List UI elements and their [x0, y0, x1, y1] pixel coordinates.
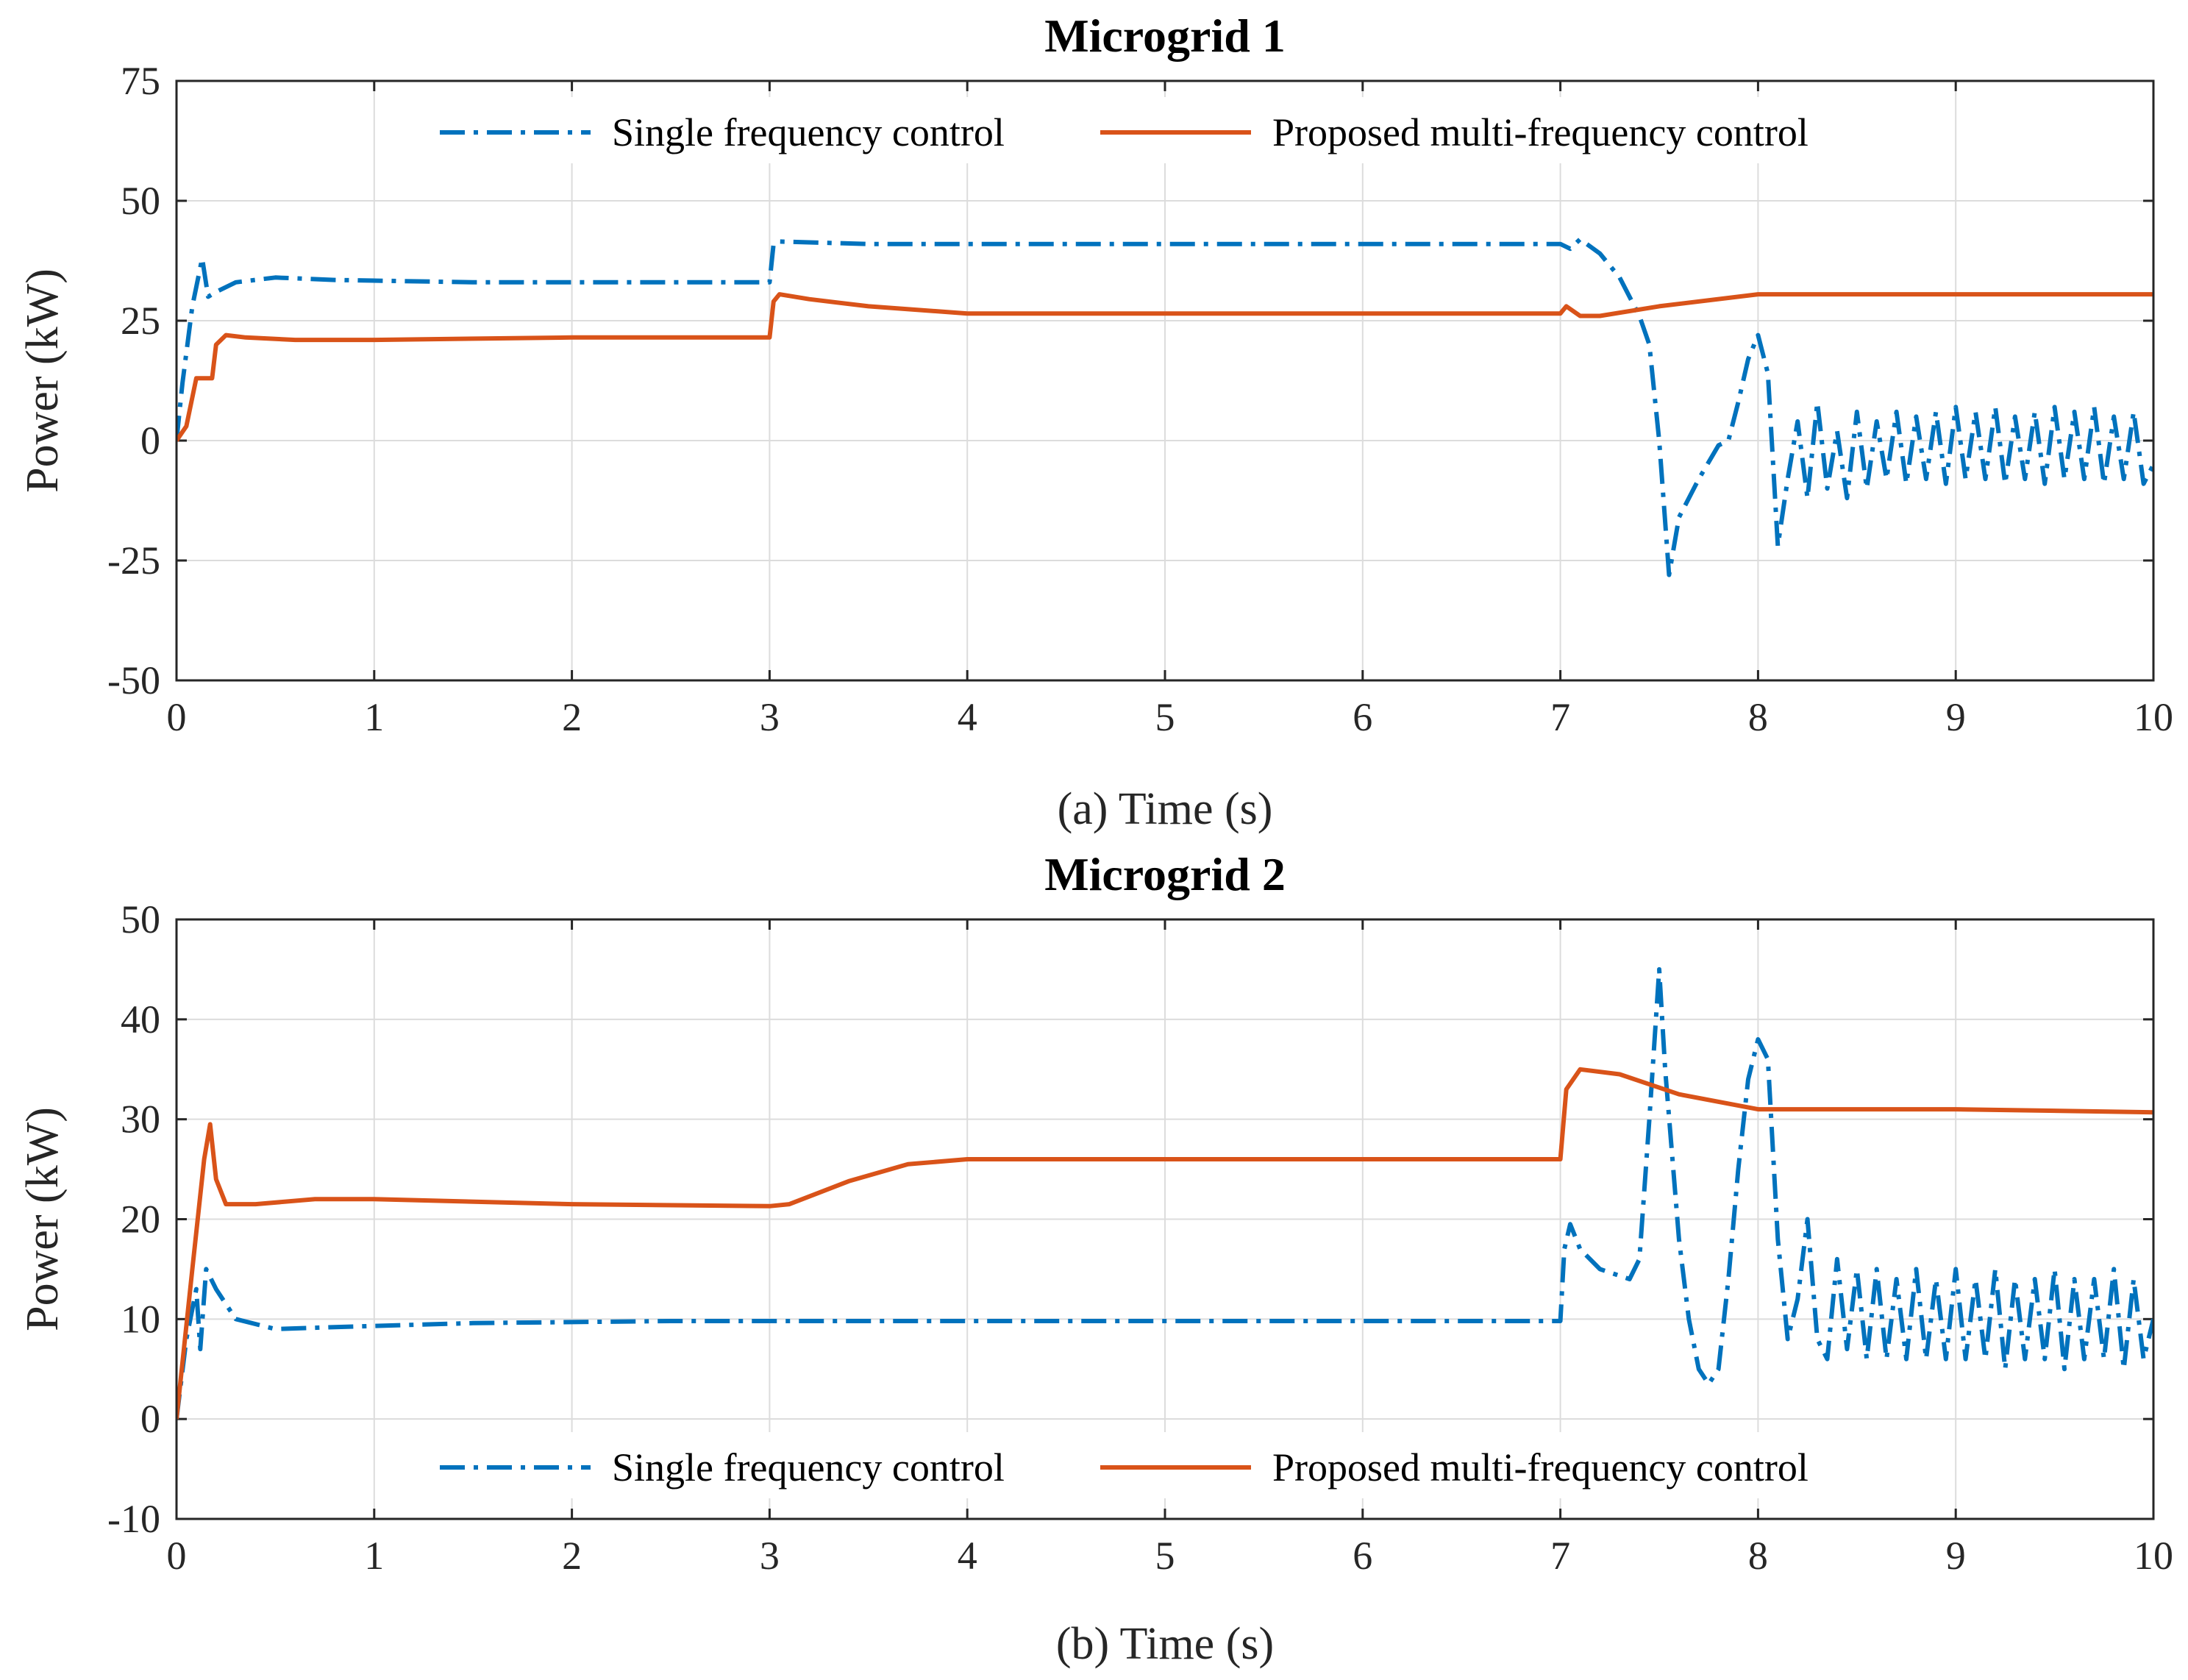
x-tick-label: 9 [1946, 695, 1966, 739]
y-tick-label: 10 [121, 1297, 160, 1341]
x-tick-label: 4 [958, 1534, 977, 1578]
y-tick-label: 40 [121, 997, 160, 1042]
series-line-proposed-multi-frequency-control [177, 292, 2153, 442]
axes-frame [175, 79, 2155, 682]
x-tick-label: 4 [958, 695, 977, 739]
y-tick-label: 50 [121, 179, 160, 223]
x-tick-label: 0 [167, 1534, 187, 1578]
y-tick-label: 30 [121, 1097, 160, 1142]
y-tick-label: 0 [140, 1397, 160, 1441]
x-tick-label: 8 [1748, 695, 1768, 739]
x-tick-label: 7 [1550, 695, 1570, 739]
x-tick-label: 6 [1353, 1534, 1372, 1578]
chart-title: Microgrid 1 [1044, 10, 1286, 62]
x-tick-label: 2 [562, 1534, 582, 1578]
legend-label: Single frequency control [612, 1445, 1005, 1489]
y-tick-label: 50 [121, 897, 160, 942]
x-axis-label: (a) Time (s) [1058, 784, 1273, 834]
x-tick-label: 5 [1155, 1534, 1175, 1578]
y-tick-label: -50 [107, 658, 160, 702]
x-axis-label: (b) Time (s) [1056, 1619, 1274, 1669]
x-tick-label: 3 [760, 695, 780, 739]
x-tick-label: 0 [167, 695, 187, 739]
x-tick-label: 1 [364, 1534, 384, 1578]
x-tick-label: 10 [2134, 1534, 2173, 1578]
chart-title: Microgrid 2 [1044, 848, 1286, 900]
series-line-single-frequency-control [177, 967, 2153, 1420]
y-axis-label: Power (kW) [18, 268, 68, 493]
x-tick-label: 8 [1748, 1534, 1768, 1578]
y-tick-label: 0 [140, 419, 160, 463]
y-tick-label: -25 [107, 538, 160, 583]
x-tick-label: 1 [364, 695, 384, 739]
x-tick-label: 10 [2134, 695, 2173, 739]
x-tick-label: 3 [760, 1534, 780, 1578]
x-tick-label: 9 [1946, 1534, 1966, 1578]
legend-label: Proposed multi-frequency control [1272, 1445, 1809, 1489]
chart-panel-microgrid-1: 0 1 2 3 4 5 6 7 8 9 10 75 50 25 0 -25 -50 Single frequenc… [18, 10, 2173, 834]
y-tick-label: 20 [121, 1197, 160, 1242]
x-tick-label: 2 [562, 695, 582, 739]
series-line-proposed-multi-frequency-control [177, 1067, 2153, 1420]
series-line-single-frequency-control [177, 237, 2153, 577]
y-tick-label: -10 [107, 1497, 160, 1541]
x-tick-label: 5 [1155, 695, 1175, 739]
x-tick-label: 6 [1353, 695, 1372, 739]
y-tick-label: 25 [121, 299, 160, 343]
y-axis-label: Power (kW) [18, 1107, 68, 1331]
x-tick-label: 7 [1550, 1534, 1570, 1578]
legend-label: Proposed multi-frequency control [1272, 110, 1809, 154]
legend-label: Single frequency control [612, 110, 1005, 154]
y-tick-label: 75 [121, 59, 160, 103]
axes-frame [175, 918, 2155, 1520]
